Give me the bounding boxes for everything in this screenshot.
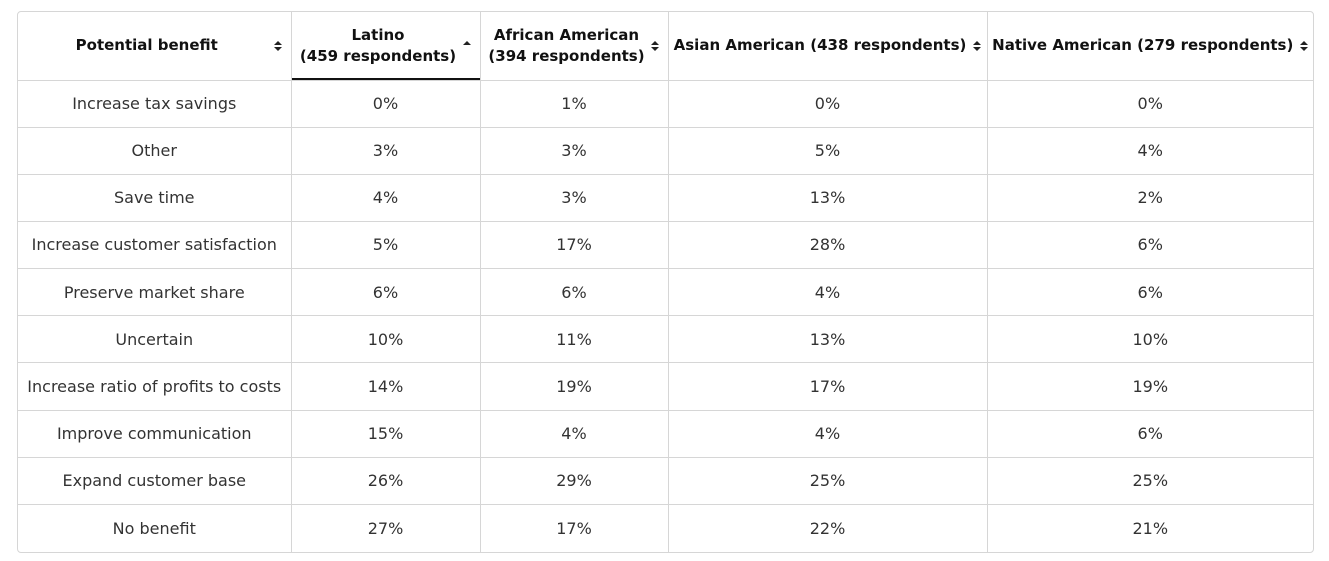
cell-african-american: 29% — [480, 457, 669, 506]
cell-asian-american: 5% — [668, 127, 988, 175]
cell-asian-american: 4% — [668, 410, 988, 458]
column-header-label: Potential benefit — [75, 36, 218, 55]
column-header-potential-benefit[interactable]: Potential benefit — [18, 12, 292, 81]
table-row: Improve communication 15% 4% 4% 6% — [18, 410, 1313, 458]
header-row: Potential benefit Latino (459 respondent… — [18, 12, 1313, 81]
cell-latino: 6% — [291, 268, 481, 317]
table-row: Increase ratio of profits to costs 14% 1… — [18, 362, 1313, 411]
cell-asian-american: 4% — [668, 268, 988, 317]
data-table-container: Potential benefit Latino (459 respondent… — [17, 11, 1314, 553]
cell-latino: 15% — [291, 410, 481, 458]
cell-native-american: 6% — [987, 268, 1313, 317]
table-row: Expand customer base 26% 29% 25% 25% — [18, 457, 1313, 506]
table-body: Increase tax savings 0% 1% 0% 0% Other 3… — [18, 80, 1313, 552]
cell-native-american: 6% — [987, 221, 1313, 270]
table-row: Increase customer satisfaction 5% 17% 28… — [18, 221, 1313, 270]
table-row: Save time 4% 3% 13% 2% — [18, 174, 1313, 222]
cell-african-american: 3% — [480, 174, 669, 222]
cell-african-american: 11% — [480, 315, 669, 364]
cell-native-american: 0% — [987, 80, 1313, 128]
table-row: Preserve market share 6% 6% 4% 6% — [18, 268, 1313, 317]
column-header-label: Asian American (438 respondents) — [673, 36, 967, 55]
cell-benefit: Expand customer base — [18, 457, 292, 506]
column-header-latino[interactable]: Latino (459 respondents) — [291, 12, 481, 81]
cell-benefit: Uncertain — [18, 315, 292, 364]
cell-benefit: Preserve market share — [18, 268, 292, 317]
table-row: No benefit 27% 17% 22% 21% — [18, 504, 1313, 552]
cell-latino: 27% — [291, 504, 481, 552]
cell-latino: 14% — [291, 362, 481, 411]
cell-latino: 3% — [291, 127, 481, 175]
table-header: Potential benefit Latino (459 respondent… — [18, 12, 1313, 81]
table-row: Other 3% 3% 5% 4% — [18, 127, 1313, 175]
table-row: Uncertain 10% 11% 13% 10% — [18, 315, 1313, 364]
column-header-sublabel: (394 respondents) — [488, 46, 645, 65]
cell-latino: 4% — [291, 174, 481, 222]
cell-asian-american: 13% — [668, 315, 988, 364]
cell-benefit: Save time — [18, 174, 292, 222]
cell-native-american: 2% — [987, 174, 1313, 222]
cell-african-american: 3% — [480, 127, 669, 175]
cell-african-american: 4% — [480, 410, 669, 458]
sort-both-icon — [651, 40, 660, 51]
cell-native-american: 21% — [1132, 518, 1169, 538]
cell-latino: 26% — [291, 457, 481, 506]
cell-benefit: Improve communication — [18, 410, 292, 458]
sort-both-icon — [1299, 40, 1308, 51]
cell-asian-american: 25% — [668, 457, 988, 506]
cell-benefit: No benefit — [18, 504, 292, 552]
cell-asian-american: 17% — [668, 362, 988, 411]
cell-benefit: Increase ratio of profits to costs — [18, 362, 292, 411]
cell-african-american: 19% — [480, 362, 669, 411]
sort-both-icon — [972, 40, 981, 51]
cell-latino: 10% — [291, 315, 481, 364]
cell-benefit: Increase customer satisfaction — [18, 221, 292, 270]
column-header-asian-american[interactable]: Asian American (438 respondents) — [668, 12, 988, 81]
cell-latino: 0% — [291, 80, 481, 128]
cell-latino: 5% — [291, 221, 481, 270]
cell-african-american: 1% — [480, 80, 669, 128]
cell-asian-american: 0% — [668, 80, 988, 128]
sort-both-icon — [274, 40, 283, 51]
cell-asian-american: 22% — [668, 504, 988, 552]
column-header-label: Latino — [351, 25, 405, 44]
cell-native-american: 19% — [987, 362, 1313, 411]
column-header-label: African American — [493, 25, 640, 44]
cell-asian-american: 28% — [668, 221, 988, 270]
column-header-sublabel: (459 respondents) — [299, 46, 457, 65]
cell-benefit: Other — [18, 127, 292, 175]
cell-native-american: 6% — [987, 410, 1313, 458]
column-header-african-american[interactable]: African American (394 respondents) — [480, 12, 669, 81]
cell-native-american: 25% — [987, 457, 1313, 506]
cell-native-american: 10% — [987, 315, 1313, 364]
column-header-label: Native American (279 respondents) — [992, 36, 1294, 55]
sort-ascending-icon — [463, 40, 472, 51]
benefits-table: Potential benefit Latino (459 respondent… — [18, 12, 1313, 552]
cell-african-american: 17% — [480, 504, 669, 552]
cell-native-american: 4% — [987, 127, 1313, 175]
table-row: Increase tax savings 0% 1% 0% 0% — [18, 80, 1313, 128]
cell-african-american: 17% — [480, 221, 669, 270]
column-header-native-american[interactable]: Native American (279 respondents) — [987, 12, 1313, 81]
cell-benefit: Increase tax savings — [18, 80, 292, 128]
cell-asian-american: 13% — [668, 174, 988, 222]
cell-african-american: 6% — [480, 268, 669, 317]
